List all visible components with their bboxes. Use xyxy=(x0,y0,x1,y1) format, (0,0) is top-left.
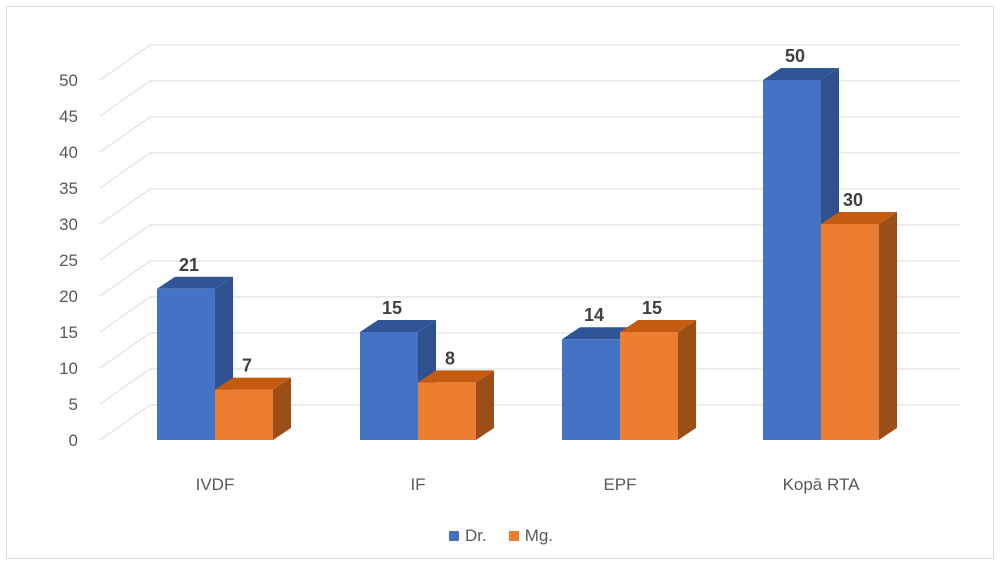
y-tick-label: 5 xyxy=(69,395,78,414)
y-tick-label: 30 xyxy=(59,215,78,234)
y-tick-label: 40 xyxy=(59,143,78,162)
y-tick-label: 10 xyxy=(59,359,78,378)
bar-top xyxy=(562,327,638,340)
category-label: Kopā RTA xyxy=(783,475,861,494)
y-tick-label: 15 xyxy=(59,323,78,342)
data-label: 30 xyxy=(843,190,863,210)
gridline-slant xyxy=(99,260,151,297)
gridline-slant xyxy=(99,224,151,261)
data-label: 8 xyxy=(445,348,455,368)
x-axis-categories: IVDF IF EPF Kopā RTA xyxy=(196,475,860,494)
bar-top xyxy=(620,320,696,332)
gridline-slant xyxy=(99,332,151,369)
bar-top xyxy=(418,370,494,383)
bar-front xyxy=(157,288,215,440)
y-tick-label: 35 xyxy=(59,179,78,198)
bar-front xyxy=(620,332,678,440)
category-label: IVDF xyxy=(196,475,235,494)
bar-front xyxy=(418,382,476,440)
data-label: 50 xyxy=(785,46,805,66)
bar-front xyxy=(360,332,418,440)
category-label: EPF xyxy=(603,475,636,494)
gridline-slant xyxy=(99,44,151,81)
y-axis-ticks: 0 5 10 15 20 25 30 35 40 45 50 xyxy=(59,71,78,450)
bar-side xyxy=(476,370,494,440)
legend-label-dr: Dr. xyxy=(464,526,487,545)
bar-front xyxy=(215,389,273,440)
data-label: 21 xyxy=(179,255,199,275)
gridline-slant xyxy=(99,116,151,153)
bar-dr-0 xyxy=(157,276,233,440)
bar-top xyxy=(157,276,233,289)
bar-front xyxy=(763,80,821,440)
bar-top xyxy=(215,377,291,390)
gridline-slant xyxy=(99,296,151,333)
bar-mg-2 xyxy=(620,320,696,440)
bar-top xyxy=(360,320,436,332)
gridline-slant xyxy=(99,152,151,189)
gridline-slant xyxy=(99,80,151,117)
y-tick-label: 20 xyxy=(59,287,78,306)
bar-top xyxy=(763,68,839,80)
bar-side xyxy=(678,320,696,440)
bar-front xyxy=(562,339,620,440)
bar-side xyxy=(273,377,291,440)
bar-top xyxy=(821,212,897,224)
legend-swatch-mg xyxy=(508,531,519,541)
category-label: IF xyxy=(410,475,425,494)
data-label: 15 xyxy=(382,298,402,318)
legend-label-mg: Mg. xyxy=(524,526,554,545)
data-label: 14 xyxy=(584,305,604,325)
y-tick-label: 50 xyxy=(59,71,78,90)
gridline-slant xyxy=(99,188,151,225)
data-label: 7 xyxy=(242,356,252,376)
bar-front xyxy=(821,224,879,440)
y-tick-label: 45 xyxy=(59,107,78,126)
legend: Dr. Mg. xyxy=(0,526,1002,546)
bar-mg-1 xyxy=(418,370,494,440)
y-tick-label: 0 xyxy=(69,431,78,450)
bar-side xyxy=(879,212,897,440)
gridline-slant xyxy=(99,368,151,405)
bars xyxy=(157,68,897,440)
gridline-slant xyxy=(99,404,151,441)
data-label: 15 xyxy=(642,298,662,318)
legend-item-dr: Dr. xyxy=(448,526,487,546)
legend-swatch-dr xyxy=(448,531,459,541)
bar-mg-3 xyxy=(821,212,897,440)
data-labels: 21 7 15 8 14 15 50 30 xyxy=(179,46,863,376)
legend-item-mg: Mg. xyxy=(508,526,554,546)
bar-mg-0 xyxy=(215,377,291,440)
y-tick-label: 25 xyxy=(59,251,78,270)
